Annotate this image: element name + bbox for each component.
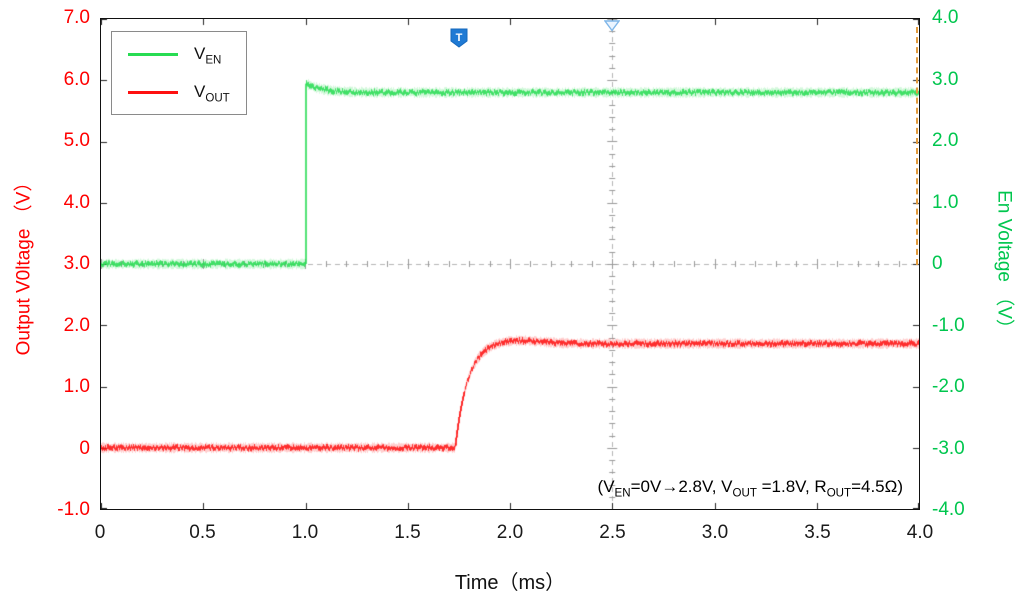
end-cursor-line xyxy=(916,27,918,265)
trigger-flag: T xyxy=(450,28,468,48)
tick-label: -4.0 xyxy=(932,499,965,521)
legend-line-ven xyxy=(128,53,178,56)
tick-label: 0 xyxy=(95,522,106,544)
tick-label: 1.0 xyxy=(292,522,318,544)
tick-label: 2.0 xyxy=(932,130,958,152)
tick-label: 2.5 xyxy=(599,522,625,544)
tick-label: 0.5 xyxy=(189,522,215,544)
tick-label: 1.0 xyxy=(64,376,90,398)
tick-label: 3.0 xyxy=(702,522,728,544)
tick-label: 2.0 xyxy=(497,522,523,544)
tick-label: 4.0 xyxy=(932,7,958,29)
legend-line-vout xyxy=(128,91,178,94)
tick-label: 4.0 xyxy=(907,522,933,544)
x-axis-ticks: 0 0.5 1.0 1.5 2.0 2.5 3.0 3.5 4.0 xyxy=(100,522,920,546)
tick-label: -1.0 xyxy=(932,315,965,337)
left-axis-ticks: 7.0 6.0 5.0 4.0 3.0 2.0 1.0 0 -1.0 xyxy=(26,18,90,510)
right-axis-label: En Voltage （V） xyxy=(993,190,1020,338)
legend-item-ven: VEN xyxy=(128,44,230,64)
tick-label: 3.0 xyxy=(64,253,90,275)
legend: VEN VOUT xyxy=(111,31,247,115)
plot-area: VEN VOUT T (VEN=0V→2.8V, VOUT =1.8V, ROU… xyxy=(100,18,920,510)
trigger-flag-label: T xyxy=(456,32,463,44)
tick-label: 2.0 xyxy=(64,315,90,337)
right-axis-ticks: 4.0 3.0 2.0 1.0 0 -1.0 -2.0 -3.0 -4.0 xyxy=(932,18,1002,510)
tick-label: -1.0 xyxy=(57,499,90,521)
tick-label: 1.5 xyxy=(394,522,420,544)
tick-label: 6.0 xyxy=(64,69,90,91)
condition-annotation: (VEN=0V→2.8V, VOUT =1.8V, ROUT=4.5Ω) xyxy=(598,477,903,497)
trigger-position-marker xyxy=(604,20,620,32)
left-axis-label: Output V0ltage （V） xyxy=(9,173,36,356)
tick-label: 3.0 xyxy=(932,69,958,91)
tick-label: 1.0 xyxy=(932,192,958,214)
legend-item-vout: VOUT xyxy=(128,82,230,102)
tick-label: -2.0 xyxy=(932,376,965,398)
tick-label: 0 xyxy=(79,438,90,460)
trigger-position-triangle xyxy=(605,21,619,31)
tick-label: 5.0 xyxy=(64,130,90,152)
tick-label: -3.0 xyxy=(932,438,965,460)
tick-label: 7.0 xyxy=(64,7,90,29)
legend-label-ven: VEN xyxy=(194,44,221,64)
x-axis-label: Time（ms） xyxy=(455,566,565,595)
tick-label: 4.0 xyxy=(64,192,90,214)
tick-label: 3.5 xyxy=(804,522,830,544)
oscilloscope-figure: VEN VOUT T (VEN=0V→2.8V, VOUT =1.8V, ROU… xyxy=(0,0,1030,599)
tick-label: 0 xyxy=(932,253,943,275)
legend-label-vout: VOUT xyxy=(194,82,230,102)
